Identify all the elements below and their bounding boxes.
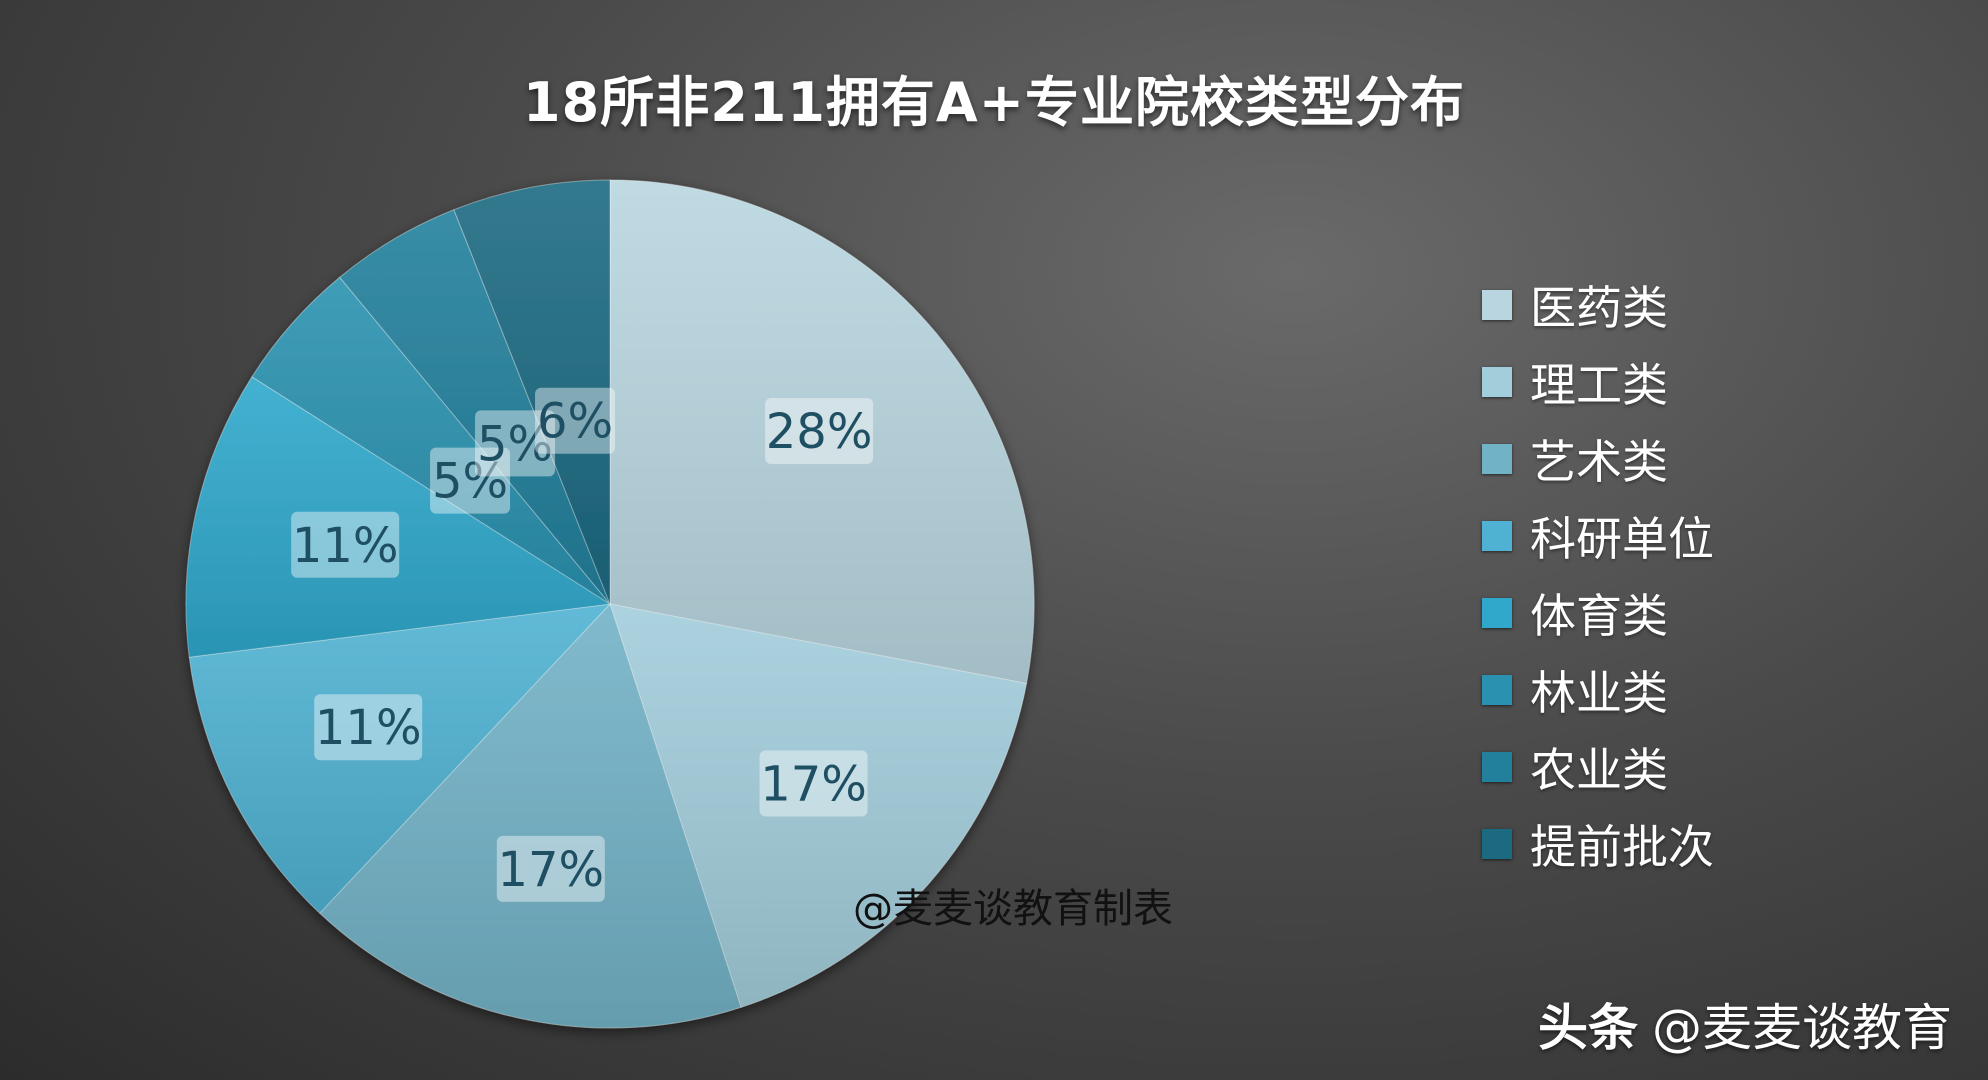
legend-item-1: 医药类 (1482, 266, 1714, 343)
pie-data-label-box-8 (535, 387, 616, 454)
legend-label-8: 提前批次 (1530, 819, 1714, 874)
pie-data-label-text-7: 5% (477, 416, 553, 472)
pie-data-labels: 28%17%17%11%11%5%5%6% (291, 387, 874, 902)
legend-item-2: 理工类 (1482, 343, 1714, 420)
pie-data-label-text-3: 17% (497, 842, 604, 898)
pie-data-label-5: 11% (291, 511, 400, 578)
legend-label-2: 理工类 (1530, 357, 1668, 412)
legend-swatch-5 (1482, 597, 1512, 628)
pie-slice-shade-7 (339, 209, 610, 604)
pie-slice-shade-6 (252, 277, 611, 604)
pie-data-label-7: 5% (475, 410, 556, 477)
pie-slice-shade-1 (610, 180, 1034, 684)
pie-data-label-1: 28% (765, 398, 874, 465)
chart-watermark: @麦麦谈教育制表 (853, 886, 1173, 932)
legend-item-5: 体育类 (1482, 574, 1714, 651)
legend-item-7: 农业类 (1482, 728, 1714, 805)
pie-data-label-box-3 (496, 835, 605, 902)
legend-label-1: 医药类 (1530, 280, 1668, 335)
pie-data-label-8: 6% (535, 387, 616, 454)
legend-label-3: 艺术类 (1530, 434, 1668, 489)
pie-data-label-3: 17% (496, 835, 605, 902)
chart-title: 18所非211拥有A+专业院校类型分布 (523, 71, 1465, 134)
legend-label-6: 林业类 (1530, 665, 1668, 720)
legend-label-5: 体育类 (1530, 588, 1668, 643)
corner-watermark: 头条 @麦麦谈教育 (1538, 988, 1952, 1060)
platform-logo-text: 头条 (1538, 999, 1638, 1057)
pie-slice-shade-2 (610, 604, 1027, 1008)
legend-swatch-8 (1482, 828, 1512, 859)
legend-item-6: 林业类 (1482, 651, 1714, 728)
pie-slice-shade-8 (453, 180, 610, 604)
legend-label-7: 农业类 (1530, 742, 1668, 797)
pie-data-label-text-8: 6% (537, 394, 613, 450)
legend-swatch-1 (1482, 289, 1512, 320)
legend-swatch-3 (1482, 443, 1512, 474)
pie-data-label-text-5: 11% (292, 518, 399, 574)
legend-swatch-4 (1482, 520, 1512, 551)
pie-data-label-box-6 (430, 447, 511, 514)
legend-label-4: 科研单位 (1530, 511, 1714, 566)
pie-data-label-box-7 (475, 410, 556, 477)
legend-swatch-6 (1482, 674, 1512, 705)
legend-item-4: 科研单位 (1482, 497, 1714, 574)
pie-data-label-2: 17% (759, 750, 868, 817)
pie-data-label-4: 11% (314, 694, 423, 761)
pie-data-label-text-1: 28% (766, 404, 873, 460)
pie-data-label-text-6: 5% (432, 454, 508, 510)
pie-slice-shade-3 (319, 604, 742, 1028)
pie-data-label-text-2: 17% (760, 756, 867, 812)
pie-slices (185, 179, 1035, 1029)
pie-data-label-box-4 (314, 694, 423, 761)
pie-slice-shade-5 (186, 376, 610, 658)
legend-item-8: 提前批次 (1482, 805, 1714, 882)
pie-slice-shade-4 (189, 604, 610, 914)
pie-data-label-6: 5% (430, 447, 511, 514)
chart-legend: 医药类理工类艺术类科研单位体育类林业类农业类提前批次 (1482, 266, 1714, 882)
legend-item-3: 艺术类 (1482, 420, 1714, 497)
pie-data-label-box-2 (759, 750, 868, 817)
pie-data-label-box-1 (765, 398, 874, 465)
legend-swatch-2 (1482, 366, 1512, 397)
legend-swatch-7 (1482, 751, 1512, 782)
pie-data-label-box-5 (291, 511, 400, 578)
pie-data-label-text-4: 11% (315, 700, 422, 756)
account-name: @麦麦谈教育 (1652, 999, 1952, 1057)
